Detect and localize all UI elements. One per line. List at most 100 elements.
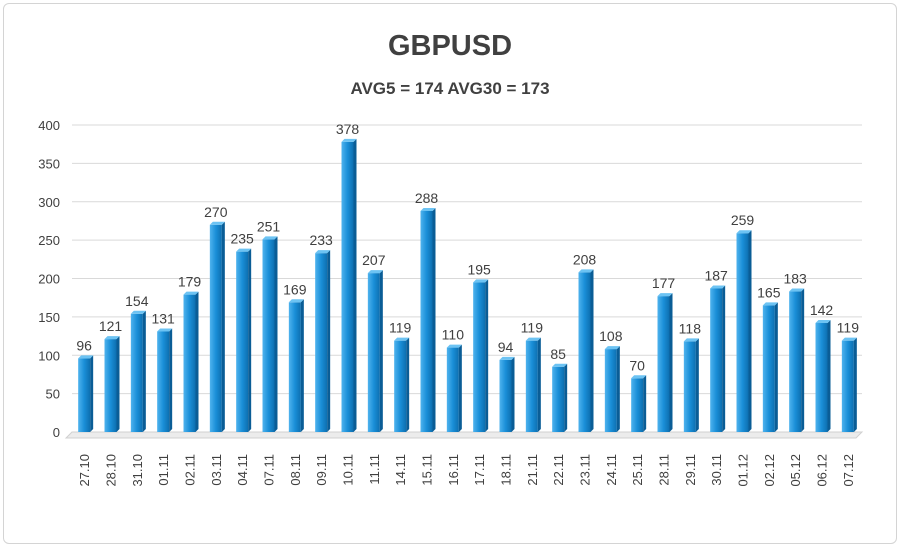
- bar-top: [683, 338, 699, 342]
- bar-side: [827, 320, 831, 432]
- x-tick-label: 22.11: [551, 454, 566, 486]
- bar-top: [288, 299, 304, 303]
- y-tick-label: 100: [38, 348, 60, 363]
- bar: [841, 340, 854, 432]
- bar-side: [853, 337, 857, 432]
- data-label: 108: [599, 328, 623, 344]
- x-tick-label: 24.11: [604, 454, 619, 486]
- bar: [578, 272, 591, 432]
- data-label: 179: [178, 274, 202, 290]
- bar-top: [209, 221, 225, 225]
- x-tick-label: 03.11: [209, 454, 224, 486]
- bar-side: [169, 328, 173, 432]
- bar: [341, 141, 354, 432]
- x-tick-label: 11.11: [367, 454, 382, 485]
- data-label: 259: [731, 212, 755, 228]
- bar: [78, 358, 91, 432]
- data-label: 169: [283, 281, 307, 297]
- bar-side: [90, 355, 94, 432]
- data-label: 110: [442, 327, 465, 343]
- chart-floor: [64, 431, 864, 439]
- bar: [499, 359, 512, 432]
- bar: [236, 251, 249, 432]
- bar-side: [722, 285, 726, 432]
- data-label: 119: [837, 320, 860, 336]
- bar: [762, 305, 775, 432]
- bar-side: [748, 230, 752, 432]
- bar: [525, 340, 538, 432]
- x-tick-label: 27.10: [77, 454, 92, 487]
- y-tick-label: 350: [38, 156, 60, 171]
- bar-side: [221, 221, 225, 432]
- x-tick-label: 15.11: [420, 454, 435, 486]
- x-tick-label: 18.11: [499, 454, 514, 486]
- bar-top: [736, 230, 752, 234]
- bar-top: [262, 236, 278, 240]
- data-label: 288: [415, 190, 439, 206]
- bar: [683, 341, 696, 432]
- data-label: 187: [704, 267, 728, 283]
- bar-side: [142, 310, 146, 432]
- data-label: 208: [573, 251, 597, 267]
- bar-side: [195, 291, 199, 432]
- bar-top: [236, 248, 252, 252]
- data-label: 378: [336, 121, 360, 137]
- bar: [209, 224, 222, 432]
- data-label: 251: [257, 218, 281, 234]
- bar-side: [537, 337, 541, 432]
- bar-top: [815, 320, 831, 324]
- bar-top: [762, 302, 778, 306]
- chart-title: GBPUSD: [387, 30, 513, 62]
- bar-side: [590, 269, 594, 432]
- data-label: 233: [309, 232, 333, 248]
- x-tick-label: 01.11: [156, 454, 171, 486]
- bar: [736, 233, 749, 432]
- data-label: 119: [521, 320, 544, 336]
- x-tick-label: 21.11: [525, 454, 540, 486]
- bar: [104, 339, 117, 432]
- bar: [315, 253, 328, 432]
- bar-side: [248, 248, 252, 432]
- bar-side: [669, 293, 673, 432]
- x-tick-label: 06.12: [815, 454, 830, 487]
- data-label: 195: [467, 261, 491, 277]
- y-tick-label: 0: [53, 425, 60, 440]
- x-tick-label: 14.11: [393, 454, 408, 486]
- bar: [552, 366, 565, 432]
- data-label: 177: [652, 275, 676, 291]
- bar-top: [446, 344, 462, 348]
- bar-top: [78, 355, 94, 359]
- bar: [157, 331, 170, 432]
- bar-side: [774, 302, 778, 432]
- x-tick-label: 30.11: [709, 454, 724, 486]
- bar-top: [631, 375, 647, 379]
- x-tick-label: 28.11: [657, 454, 672, 486]
- data-label: 131: [151, 310, 175, 326]
- x-tick-label: 02.12: [762, 454, 777, 487]
- bar-side: [485, 279, 489, 432]
- bar-top: [341, 138, 357, 142]
- x-tick-label: 10.11: [341, 454, 356, 486]
- data-label: 165: [757, 284, 781, 300]
- data-label: 207: [362, 252, 386, 268]
- bar-top: [789, 288, 805, 292]
- bar: [710, 288, 723, 432]
- bar-top: [499, 356, 515, 360]
- x-tick-label: 08.11: [288, 454, 303, 486]
- bar-side: [432, 207, 436, 432]
- bar: [288, 302, 301, 432]
- bar-side: [801, 288, 805, 432]
- x-tick-label: 23.11: [578, 454, 593, 486]
- bar-top: [420, 207, 436, 211]
- bar-top: [367, 270, 383, 274]
- bar-side: [116, 336, 120, 432]
- bar-top: [552, 363, 568, 367]
- x-tick-label: 09.11: [314, 454, 329, 486]
- bar: [420, 210, 433, 432]
- bar-side: [379, 270, 383, 432]
- data-label: 94: [498, 339, 514, 355]
- bar: [446, 347, 459, 432]
- x-tick-label: 04.11: [235, 454, 250, 486]
- bar-top: [315, 250, 331, 254]
